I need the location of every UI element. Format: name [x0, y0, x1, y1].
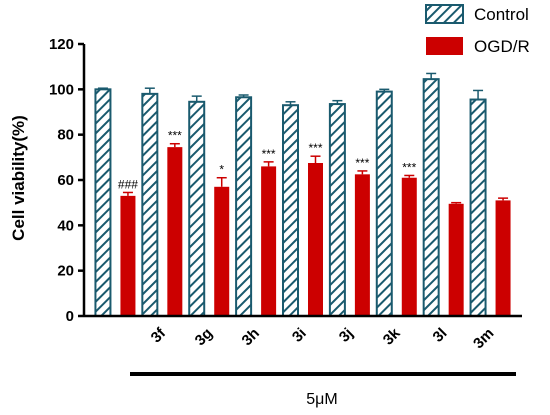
bar-control-3l: [422, 78, 440, 317]
bar-ogd-r-3f: [167, 147, 183, 316]
y-tick-label-120: 120: [49, 36, 74, 53]
x-tick-label-3k: 3k: [380, 324, 404, 348]
x-tick-label-3m: 3m: [470, 325, 497, 352]
y-tick-label-0: 0: [66, 308, 74, 325]
x-tick-label-3i: 3i: [289, 325, 310, 346]
significance-label-5: ***: [355, 156, 369, 170]
x-tick-label-3h: 3h: [239, 325, 263, 349]
bar-ogd-r-3i: [308, 163, 323, 316]
bar-control-3i: [282, 104, 299, 317]
y-axis-label: Cell viability(%): [9, 115, 28, 241]
legend-label-ogdr: OGD/R: [474, 37, 530, 56]
significance-label-6: ***: [402, 160, 416, 174]
x-axis-label: 5μM: [306, 391, 337, 408]
legend-swatch-control: [425, 4, 464, 24]
y-axis: 0 20 40 60 80 100 120: [49, 36, 86, 325]
bar-control-3g: [188, 100, 206, 317]
legend-label-control: Control: [474, 5, 529, 24]
bar-ogd-r-3h: [261, 166, 277, 316]
bar-control-3k: [375, 90, 393, 317]
bar-ogd-r-3j: [354, 174, 370, 316]
bar-ogd-r-3l: [448, 203, 464, 316]
y-tick-label-100: 100: [49, 81, 74, 98]
significance-label-3: ***: [262, 147, 276, 161]
x-tick-label-3g: 3g: [192, 325, 216, 349]
x-tick-label-3j: 3j: [336, 325, 357, 346]
bar-ogd-r-3g: [214, 186, 230, 316]
bars: ###******* ****** ***: [94, 72, 511, 318]
significance-label-4: ***: [308, 141, 322, 155]
bar-control-model: [94, 88, 112, 318]
y-tick-label-20: 20: [57, 263, 74, 280]
x-axis: 3f 3g 3h 3i 3j 3k 3l 3m: [84, 314, 522, 352]
bar-ogd-r-3k: [401, 177, 417, 316]
bar-control-3h: [235, 96, 253, 318]
bar-control-3m: [469, 98, 487, 317]
significance-label-0: ###: [118, 177, 138, 191]
significance-label-1: ***: [168, 129, 182, 143]
bar-control-3f: [141, 92, 159, 317]
y-tick-label-80: 80: [57, 127, 74, 144]
y-tick-label-40: 40: [57, 217, 74, 234]
y-tick-label-60: 60: [57, 172, 74, 189]
bar-control-3j: [328, 103, 346, 317]
bar-ogd-r-3m: [495, 200, 511, 316]
x-tick-label-3l: 3l: [430, 325, 451, 346]
x-tick-label-3f: 3f: [148, 324, 170, 346]
significance-label-2: *: [219, 163, 224, 177]
legend: Control OGD/R: [425, 4, 530, 56]
bar-ogd-r-model: [120, 195, 136, 316]
legend-swatch-ogdr: [426, 37, 463, 55]
